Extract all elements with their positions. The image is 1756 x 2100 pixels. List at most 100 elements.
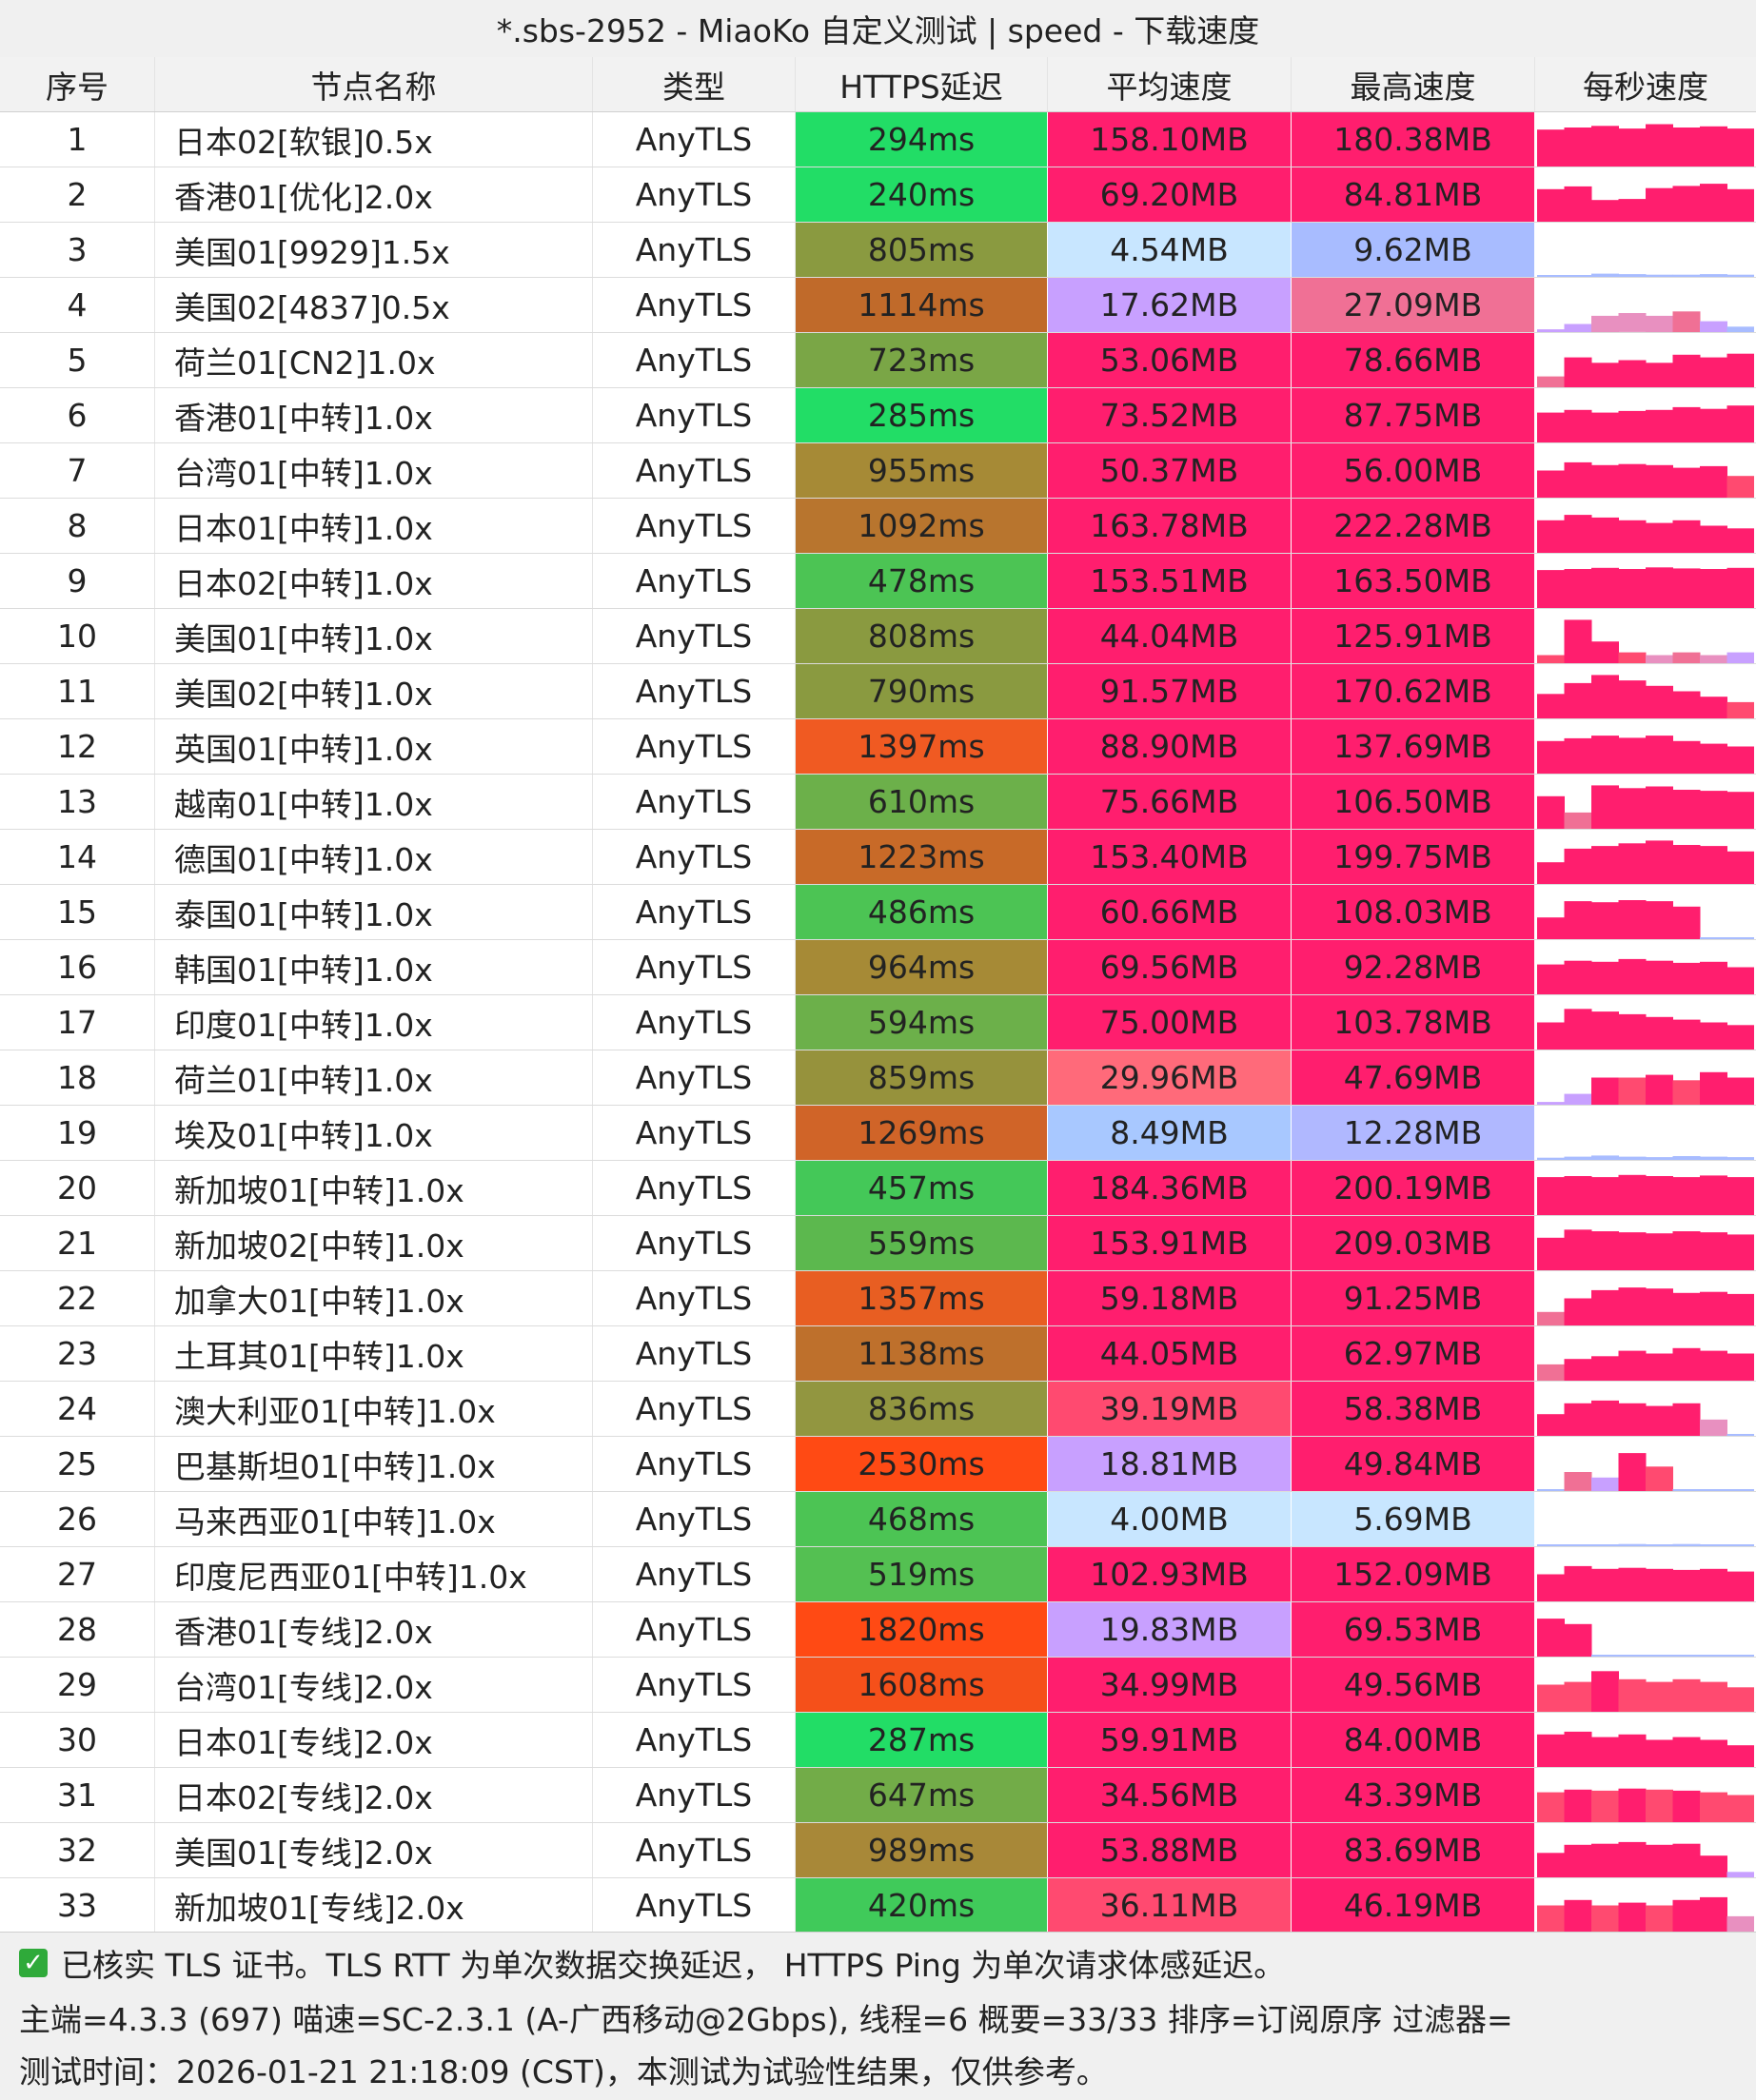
- https-latency: 1357ms: [796, 1271, 1048, 1325]
- per-second-sparkline: [1535, 1382, 1756, 1436]
- per-second-sparkline: [1535, 1326, 1756, 1381]
- header-name[interactable]: 节点名称: [155, 57, 593, 111]
- table-row[interactable]: 13 越南01[中转]1.0x AnyTLS 610ms 75.66MB 106.50MB: [0, 775, 1756, 830]
- sparkline-bar: [1646, 840, 1673, 884]
- sparkline-bar: [1672, 691, 1701, 718]
- table-row[interactable]: 14 德国01[中转]1.0x AnyTLS 1223ms 153.40MB 199.75…: [0, 830, 1756, 885]
- avg-speed: 8.49MB: [1048, 1106, 1292, 1160]
- table-row[interactable]: 4 美国02[4837]0.5x AnyTLS 1114ms 17.62MB 27.09M…: [0, 278, 1756, 333]
- header-index[interactable]: 序号: [0, 57, 155, 111]
- table-row[interactable]: 3 美国01[9929]1.5x AnyTLS 805ms 4.54MB 9.62MB: [0, 223, 1756, 278]
- table-row[interactable]: 27 印度尼西亚01[中转]1.0x AnyTLS 519ms 102.93MB 152.…: [0, 1547, 1756, 1602]
- table-row[interactable]: 20 新加坡01[中转]1.0x AnyTLS 457ms 184.36MB 200.19…: [0, 1161, 1756, 1216]
- sparkline-bar: [1726, 188, 1754, 222]
- per-second-sparkline: [1535, 1050, 1756, 1105]
- sparkline-bar: [1700, 1544, 1727, 1546]
- table-row[interactable]: 1 日本02[软银]0.5x AnyTLS 294ms 158.10MB 180.38MB: [0, 112, 1756, 167]
- table-row[interactable]: 32 美国01[专线]2.0x AnyTLS 989ms 53.88MB 83.69MB: [0, 1823, 1756, 1878]
- table-row[interactable]: 29 台湾01[专线]2.0x AnyTLS 1608ms 34.99MB 49.56MB: [0, 1658, 1756, 1713]
- header-latency[interactable]: HTTPS延迟: [796, 57, 1048, 111]
- max-speed: 56.00MB: [1292, 443, 1535, 498]
- sparkline-bar: [1726, 701, 1754, 718]
- table-row[interactable]: 17 印度01[中转]1.0x AnyTLS 594ms 75.00MB 103.78MB: [0, 995, 1756, 1050]
- table-row[interactable]: 28 香港01[专线]2.0x AnyTLS 1820ms 19.83MB 69.53MB: [0, 1602, 1756, 1658]
- table-row[interactable]: 22 加拿大01[中转]1.0x AnyTLS 1357ms 59.18MB 91.25M…: [0, 1271, 1756, 1326]
- sparkline-chart: [1537, 1287, 1754, 1325]
- row-index: 1: [0, 112, 155, 167]
- https-latency: 790ms: [796, 664, 1048, 718]
- avg-speed: 53.06MB: [1048, 333, 1292, 387]
- table-row[interactable]: 11 美国02[中转]1.0x AnyTLS 790ms 91.57MB 170.62MB: [0, 664, 1756, 719]
- sparkline-bar: [1618, 520, 1647, 553]
- table-row[interactable]: 26 马来西亚01[中转]1.0x AnyTLS 468ms 4.00MB 5.69MB: [0, 1492, 1756, 1547]
- row-index: 20: [0, 1161, 155, 1215]
- table-row[interactable]: 6 香港01[中转]1.0x AnyTLS 285ms 73.52MB 87.75MB: [0, 388, 1756, 443]
- table-row[interactable]: 30 日本01[专线]2.0x AnyTLS 287ms 59.91MB 84.00MB: [0, 1713, 1756, 1768]
- sparkline-bar: [1537, 129, 1565, 167]
- sparkline-bar: [1646, 1288, 1673, 1325]
- node-name: 日本02[专线]2.0x: [155, 1768, 593, 1822]
- node-type: AnyTLS: [593, 333, 796, 387]
- avg-speed: 75.66MB: [1048, 775, 1292, 829]
- max-speed: 125.91MB: [1292, 609, 1535, 663]
- sparkline-bar: [1646, 315, 1673, 332]
- max-speed: 137.69MB: [1292, 719, 1535, 774]
- max-speed: 170.62MB: [1292, 664, 1535, 718]
- max-speed: 209.03MB: [1292, 1216, 1535, 1270]
- sparkline-bar: [1646, 736, 1673, 774]
- sparkline-bar: [1726, 1434, 1754, 1436]
- https-latency: 285ms: [796, 388, 1048, 442]
- sparkline-bar: [1700, 1568, 1727, 1601]
- sparkline-bar: [1537, 412, 1565, 442]
- per-second-sparkline: [1535, 940, 1756, 994]
- table-row[interactable]: 5 荷兰01[CN2]1.0x AnyTLS 723ms 53.06MB 78.66MB: [0, 333, 1756, 388]
- sparkline-bar: [1564, 515, 1592, 553]
- node-type: AnyTLS: [593, 1382, 796, 1436]
- node-name: 日本02[软银]0.5x: [155, 112, 593, 167]
- sparkline-bar: [1618, 1678, 1647, 1712]
- table-row[interactable]: 31 日本02[专线]2.0x AnyTLS 647ms 34.56MB 43.39MB: [0, 1768, 1756, 1823]
- table-row[interactable]: 25 巴基斯坦01[中转]1.0x AnyTLS 2530ms 18.81MB 49.84…: [0, 1437, 1756, 1492]
- node-name: 越南01[中转]1.0x: [155, 775, 593, 829]
- table-row[interactable]: 18 荷兰01[中转]1.0x AnyTLS 859ms 29.96MB 47.69MB: [0, 1050, 1756, 1106]
- sparkline-bar: [1700, 184, 1727, 222]
- sparkline-bar: [1537, 376, 1565, 387]
- avg-speed: 59.91MB: [1048, 1713, 1292, 1767]
- sparkline-bar: [1618, 313, 1647, 332]
- table-row[interactable]: 12 英国01[中转]1.0x AnyTLS 1397ms 88.90MB 137.69M…: [0, 719, 1756, 775]
- table-row[interactable]: 19 埃及01[中转]1.0x AnyTLS 1269ms 8.49MB 12.28MB: [0, 1106, 1756, 1161]
- table-row[interactable]: 24 澳大利亚01[中转]1.0x AnyTLS 836ms 39.19MB 58.38M…: [0, 1382, 1756, 1437]
- sparkline-bar: [1672, 568, 1701, 608]
- sparkline-bar: [1537, 694, 1565, 718]
- node-name: 日本01[专线]2.0x: [155, 1713, 593, 1767]
- row-index: 32: [0, 1823, 155, 1877]
- node-type: AnyTLS: [593, 112, 796, 167]
- row-index: 18: [0, 1050, 155, 1105]
- https-latency: 486ms: [796, 885, 1048, 939]
- table-row[interactable]: 15 泰国01[中转]1.0x AnyTLS 486ms 60.66MB 108.03MB: [0, 885, 1756, 940]
- table-row[interactable]: 33 新加坡01[专线]2.0x AnyTLS 420ms 36.11MB 46.19MB: [0, 1878, 1756, 1933]
- max-speed: 49.56MB: [1292, 1658, 1535, 1712]
- header-type[interactable]: 类型: [593, 57, 796, 111]
- sparkline-bar: [1700, 126, 1727, 167]
- sparkline-bar: [1591, 1671, 1619, 1712]
- table-row[interactable]: 16 韩国01[中转]1.0x AnyTLS 964ms 69.56MB 92.28MB: [0, 940, 1756, 995]
- table-row[interactable]: 10 美国01[中转]1.0x AnyTLS 808ms 44.04MB 125.91MB: [0, 609, 1756, 664]
- table-row[interactable]: 8 日本01[中转]1.0x AnyTLS 1092ms 163.78MB 222.28M…: [0, 499, 1756, 554]
- table-row[interactable]: 7 台湾01[中转]1.0x AnyTLS 955ms 50.37MB 56.00MB: [0, 443, 1756, 499]
- header-per-second-speed[interactable]: 每秒速度: [1583, 68, 1708, 106]
- https-latency: 805ms: [796, 223, 1048, 277]
- sparkline-bar: [1726, 1077, 1754, 1105]
- sparkline-bar: [1591, 517, 1619, 553]
- table-row[interactable]: 23 土耳其01[中转]1.0x AnyTLS 1138ms 44.05MB 62.97M…: [0, 1326, 1756, 1382]
- sparkline-bar: [1646, 187, 1673, 222]
- sparkline-chart: [1537, 1896, 1754, 1933]
- table-row[interactable]: 9 日本02[中转]1.0x AnyTLS 478ms 153.51MB 163.50MB: [0, 554, 1756, 609]
- header-avg-speed[interactable]: 平均速度: [1048, 57, 1292, 111]
- sparkline-bar: [1646, 124, 1673, 167]
- sparkline-chart: [1537, 1174, 1754, 1215]
- table-row[interactable]: 2 香港01[优化]2.0x AnyTLS 240ms 69.20MB 84.81MB: [0, 167, 1756, 223]
- table-row[interactable]: 21 新加坡02[中转]1.0x AnyTLS 559ms 153.91MB 209.03…: [0, 1216, 1756, 1271]
- header-max-speed[interactable]: 最高速度: [1292, 57, 1535, 111]
- sparkline-bar: [1646, 363, 1673, 387]
